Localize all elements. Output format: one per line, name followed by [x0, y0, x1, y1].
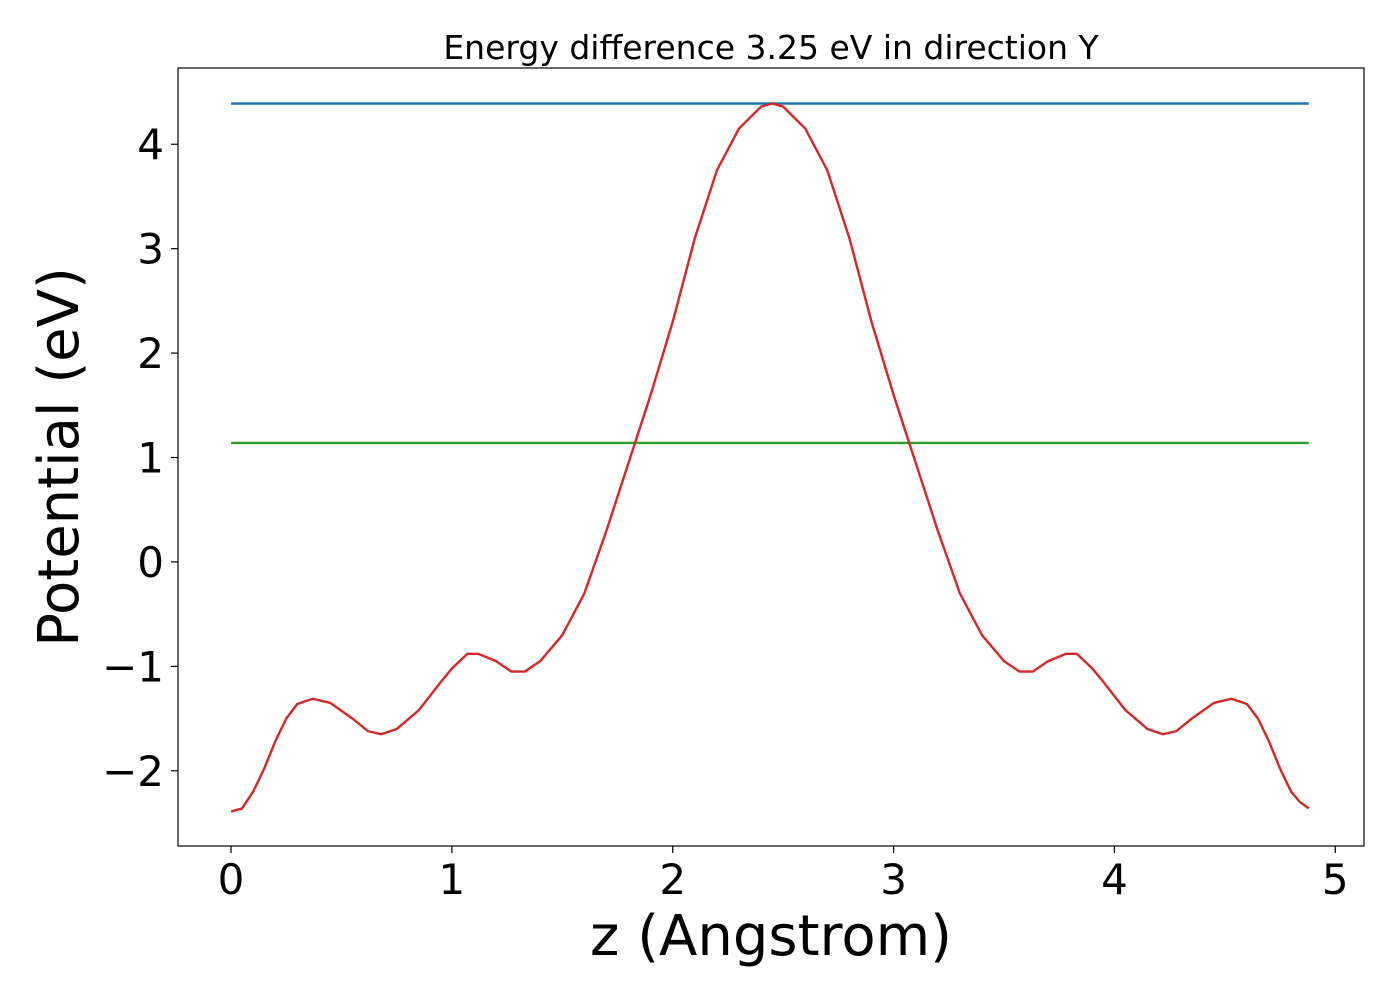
x-tick-label: 0 — [218, 855, 245, 904]
x-tick-label: 3 — [880, 855, 907, 904]
y-tick-label: 4 — [137, 120, 164, 169]
y-tick-label: 2 — [137, 329, 164, 378]
y-tick-label: 1 — [137, 434, 164, 483]
x-tick-label: 1 — [438, 855, 465, 904]
chart-title: Energy difference 3.25 eV in direction Y — [443, 28, 1099, 67]
y-tick-label: 3 — [137, 225, 164, 274]
x-tick-label: 5 — [1322, 855, 1349, 904]
y-tick-label: −2 — [102, 747, 164, 796]
x-tick-label: 4 — [1101, 855, 1128, 904]
plot-frame — [177, 67, 1365, 847]
y-tick-label: −1 — [102, 642, 164, 691]
y-axis-label: Potential (eV) — [27, 267, 92, 647]
y-tick-label: 0 — [137, 538, 164, 587]
x-axis-label: z (Angstrom) — [590, 904, 952, 969]
data-line — [230, 102, 1310, 813]
x-tick-label: 2 — [659, 855, 686, 904]
